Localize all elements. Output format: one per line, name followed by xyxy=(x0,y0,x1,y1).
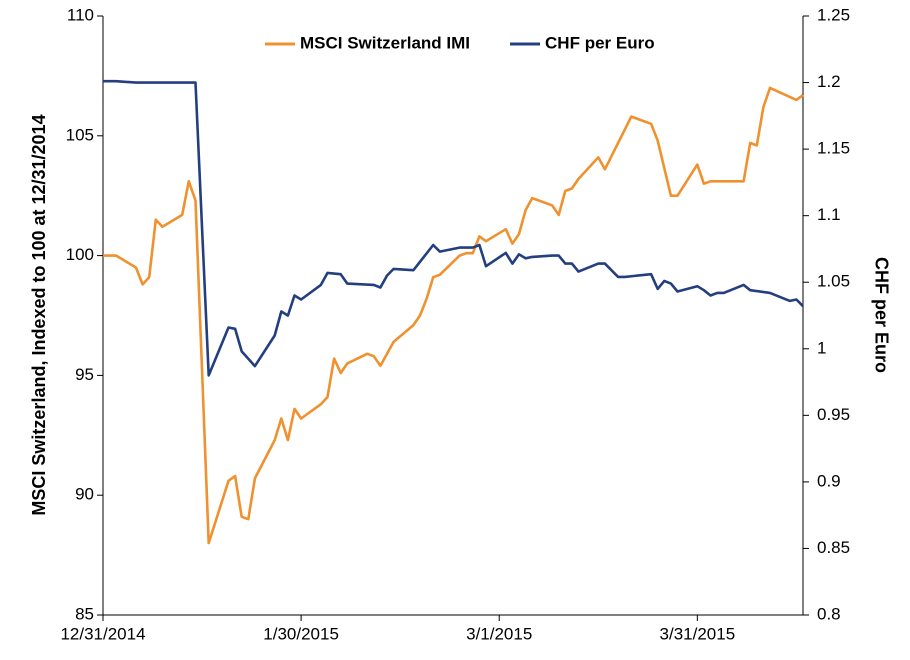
y2-tick-label: 0.95 xyxy=(817,405,850,424)
y-axis-title: MSCI Switzerland, Indexed to 100 at 12/3… xyxy=(29,114,49,515)
legend-label: CHF per Euro xyxy=(545,33,655,52)
x-tick-label: 1/30/2015 xyxy=(263,624,339,643)
series-line xyxy=(103,86,804,545)
x-tick-label: 12/31/2014 xyxy=(60,624,145,643)
y2-tick-label: 0.9 xyxy=(817,471,841,490)
y-tick-label: 95 xyxy=(75,365,94,384)
series-line xyxy=(103,79,804,377)
y2-tick-label: 1.1 xyxy=(817,205,841,224)
y2-tick-label: 1.05 xyxy=(817,272,850,291)
y2-tick-label: 1.25 xyxy=(817,5,850,24)
y-tick-label: 100 xyxy=(66,245,94,264)
y2-tick-label: 0.8 xyxy=(817,604,841,623)
y2-tick-label: 1.2 xyxy=(817,72,841,91)
y-tick-label: 85 xyxy=(75,604,94,623)
legend-label: MSCI Switzerland IMI xyxy=(300,33,470,52)
x-tick-label: 3/1/2015 xyxy=(466,624,532,643)
x-tick-label: 3/31/2015 xyxy=(660,624,736,643)
y-tick-label: 110 xyxy=(67,5,94,24)
y-tick-label: 105 xyxy=(66,125,94,144)
y-tick-label: 90 xyxy=(75,485,94,504)
y2-tick-label: 0.85 xyxy=(817,538,850,557)
y2-tick-label: 1.15 xyxy=(817,139,850,158)
y2-axis-title: CHF per Euro xyxy=(871,257,891,373)
y2-tick-label: 1 xyxy=(817,338,826,357)
